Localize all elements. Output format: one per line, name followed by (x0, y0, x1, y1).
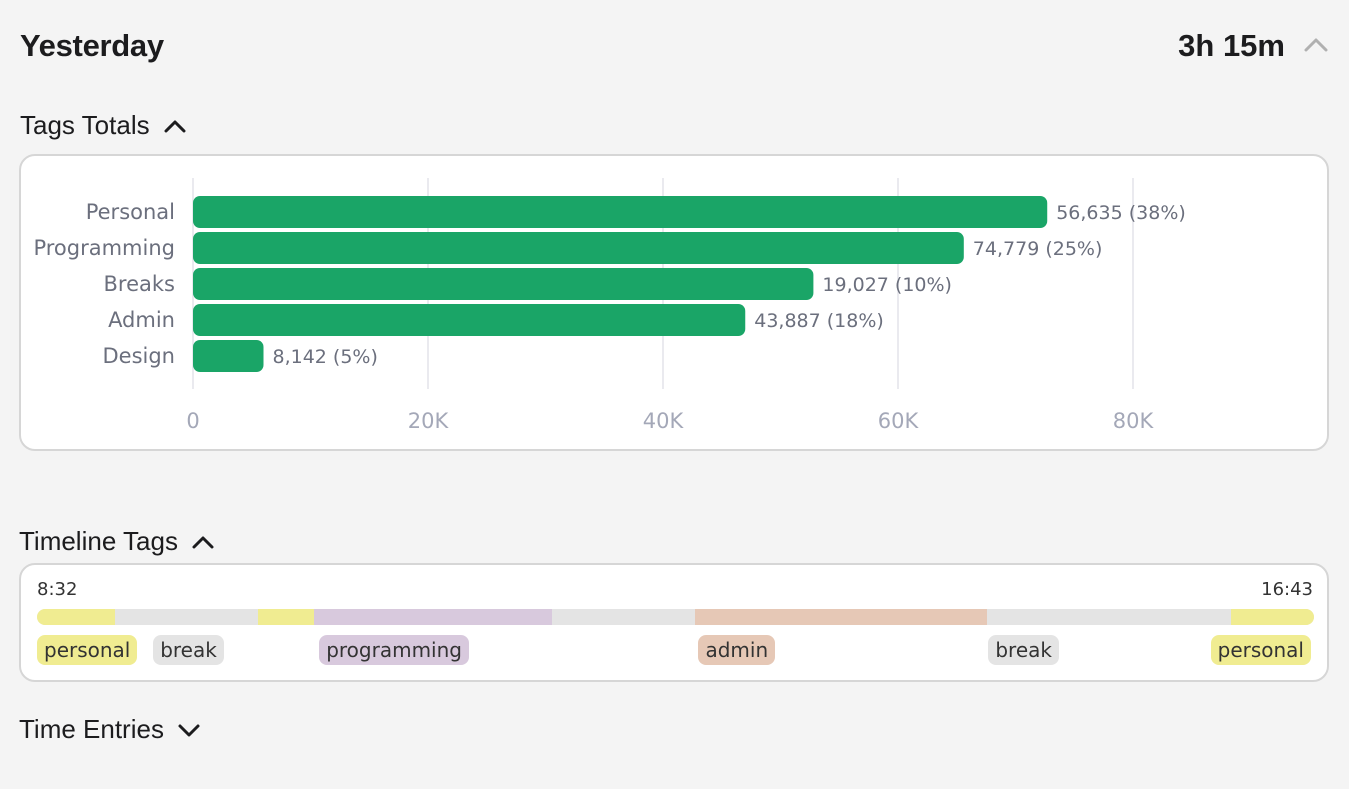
timeline-segment-personal[interactable] (37, 609, 115, 625)
chevron-up-icon (192, 536, 214, 548)
timeline-tags-heading: Timeline Tags (19, 526, 178, 556)
data-label: 19,027 (10%) (822, 274, 952, 296)
x-tick-label: 40K (643, 409, 685, 433)
data-label: 74,779 (25%) (973, 238, 1103, 260)
tags-totals-toggle[interactable]: Tags Totals (20, 110, 188, 141)
chevron-down-icon (178, 724, 200, 736)
bar (193, 304, 746, 336)
bar (193, 268, 814, 300)
bar (193, 340, 264, 372)
tags-totals-heading: Tags Totals (20, 110, 150, 140)
data-label: 56,635 (38%) (1056, 202, 1186, 224)
bar (193, 196, 1048, 228)
timeline-segment-admin[interactable] (694, 609, 988, 625)
category-label: Breaks (104, 272, 175, 296)
timeline-segment-programming[interactable] (314, 609, 552, 625)
x-tick-label: 60K (878, 409, 920, 433)
timeline-segment-personal[interactable] (257, 609, 315, 625)
data-label: 43,887 (18%) (754, 310, 884, 332)
category-label: Personal (86, 200, 175, 224)
x-tick-label: 20K (408, 409, 450, 433)
tags-totals-chart: 0 20K 40K 60K 80K Personal 56,635 (38%) Program… (33, 178, 1186, 433)
category-label: Admin (108, 308, 175, 332)
timeline-tag-break[interactable]: break (153, 635, 224, 665)
timeline-start-time: 8:32 (37, 579, 78, 600)
timeline-tags-toggle[interactable]: Timeline Tags (19, 526, 216, 557)
timeline-segment-personal[interactable] (1230, 609, 1314, 625)
timeline-segment-break[interactable] (551, 609, 695, 625)
category-label: Design (102, 344, 175, 368)
timeline-segment-break[interactable] (114, 609, 258, 625)
bar (193, 232, 964, 264)
timeline-tag-personal[interactable]: personal (37, 635, 138, 665)
day-total-duration: 3h 15m (1178, 28, 1285, 63)
timeline-tag-break[interactable]: break (988, 635, 1059, 665)
timeline-tag-programming[interactable]: programming (319, 635, 469, 665)
x-tick-label: 80K (1113, 409, 1155, 433)
data-label: 8,142 (5%) (273, 346, 378, 368)
chevron-up-icon (164, 120, 186, 132)
time-entries-toggle[interactable]: Time Entries (19, 714, 202, 745)
timeline-tag-personal[interactable]: personal (1210, 635, 1311, 665)
chevron-up-icon[interactable] (1301, 30, 1331, 60)
timeline-tag-admin[interactable]: admin (698, 635, 776, 665)
time-entries-heading: Time Entries (19, 714, 164, 744)
timeline-end-time: 16:43 (1261, 579, 1313, 600)
day-title: Yesterday (20, 28, 164, 63)
tags-totals-chart-card: 0 20K 40K 60K 80K Personal 56,635 (38%) Program… (19, 154, 1329, 451)
timeline-bar (37, 609, 1314, 625)
x-tick-label: 0 (186, 409, 199, 433)
timeline-tags-card: 8:32 16:43 personal break programming admin… (19, 563, 1329, 682)
category-label: Programming (33, 236, 175, 260)
timeline-segment-break[interactable] (987, 609, 1231, 625)
